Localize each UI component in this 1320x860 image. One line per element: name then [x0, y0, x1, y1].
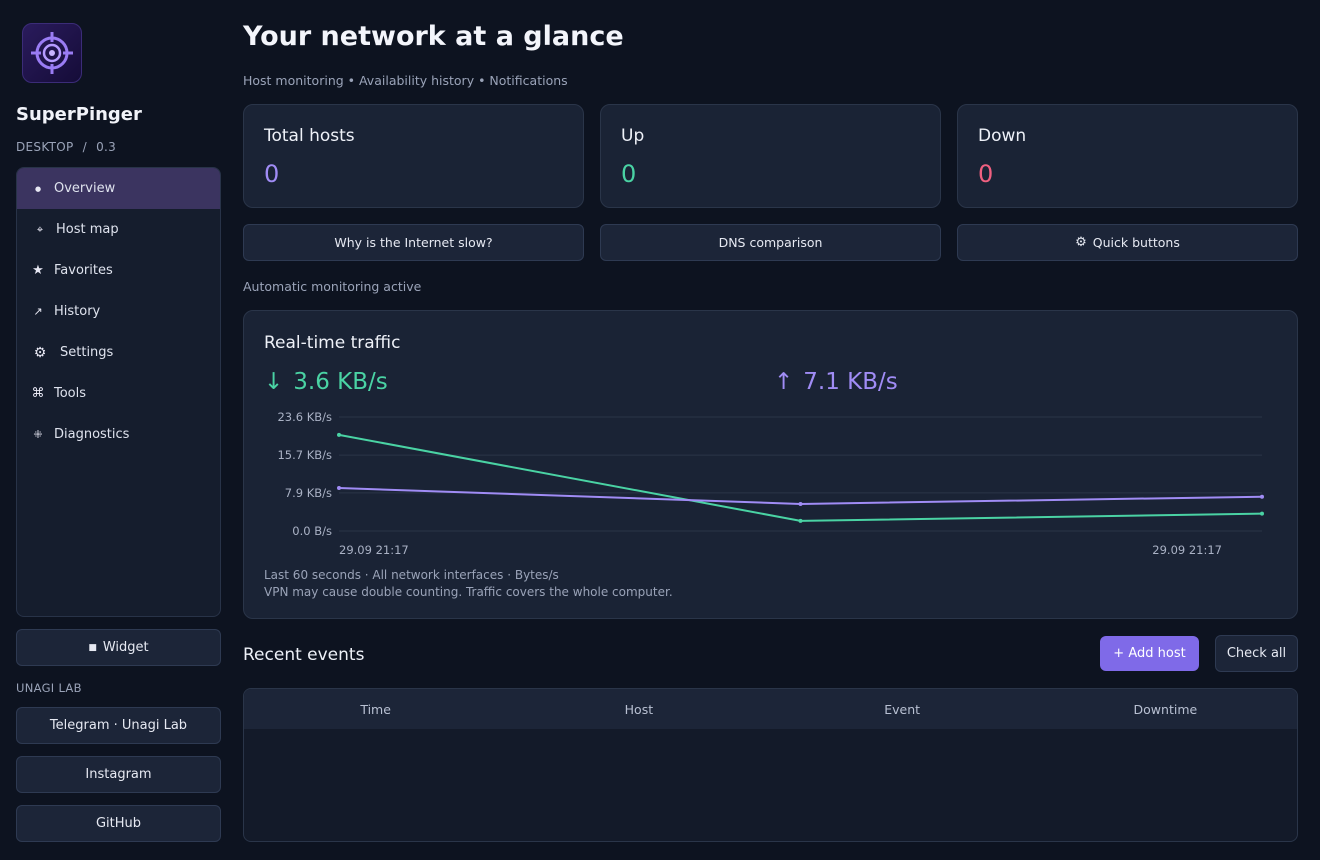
- stat-label: Down: [978, 126, 1027, 146]
- download-rate: ↓ 3.6 KB/s: [264, 369, 388, 395]
- app-logo: [22, 23, 82, 83]
- sidebar-item-label: Settings: [60, 345, 114, 360]
- download-rate-value: 3.6 KB/s: [293, 369, 388, 395]
- stat-value-total: 0: [264, 160, 280, 188]
- arrow-down-icon: ↓: [264, 369, 284, 395]
- x-tick-label-start: 29.09 21:17: [339, 543, 409, 557]
- sidebar-item-overview[interactable]: ● Overview: [17, 168, 220, 209]
- traffic-card: Real-time traffic ↓ 3.6 KB/s ↑ 7.1 KB/s 23…: [243, 310, 1298, 619]
- data-point: [1260, 494, 1264, 499]
- dns-comparison-button[interactable]: DNS comparison: [600, 224, 941, 261]
- stat-label: Up: [621, 126, 645, 146]
- app-name: SuperPinger: [16, 104, 142, 125]
- traffic-note-line2: VPN may cause double counting. Traffic c…: [264, 585, 673, 599]
- action-label: DNS comparison: [718, 235, 823, 250]
- target-icon: ⌖: [36, 222, 44, 236]
- data-point: [337, 486, 341, 491]
- y-tick-label: 23.6 KB/s: [277, 410, 332, 424]
- command-icon: ⌘: [31, 386, 45, 401]
- column-header-time[interactable]: Time: [360, 701, 391, 717]
- stat-value-up: 0: [621, 160, 637, 188]
- sidebar-item-label: History: [54, 304, 101, 319]
- quick-buttons-button[interactable]: ⚙ Quick buttons: [957, 224, 1298, 261]
- sidebar-item-settings[interactable]: ⚙ Settings: [17, 332, 220, 373]
- gear-icon: ⚙: [33, 344, 47, 361]
- column-header-host[interactable]: Host: [624, 701, 654, 717]
- github-link-button[interactable]: GitHub: [16, 805, 221, 842]
- data-point: [798, 501, 803, 506]
- check-all-button[interactable]: Check all: [1215, 635, 1298, 672]
- y-tick-label: 0.0 B/s: [292, 524, 332, 538]
- column-header-downtime[interactable]: Downtime: [1133, 701, 1198, 717]
- sidebar-item-label: Tools: [54, 386, 87, 401]
- y-tick-label: 15.7 KB/s: [277, 448, 332, 462]
- traffic-note-line1: Last 60 seconds · All network interfaces…: [264, 568, 559, 582]
- crosshair-icon: [31, 32, 73, 74]
- data-point: [1260, 511, 1264, 516]
- instagram-link-button[interactable]: Instagram: [16, 756, 221, 793]
- why-internet-slow-button[interactable]: Why is the Internet slow?: [243, 224, 584, 261]
- stat-card-down: Down 0: [957, 104, 1298, 208]
- action-label: Why is the Internet slow?: [334, 235, 493, 250]
- stat-card-up: Up 0: [600, 104, 941, 208]
- sidebar-item-favorites[interactable]: ★ Favorites: [17, 250, 220, 291]
- app-version: DESKTOP / 0.3: [16, 140, 116, 154]
- data-point: [798, 518, 803, 523]
- stat-value-down: 0: [978, 160, 994, 188]
- data-point: [337, 432, 341, 437]
- arrow-up-right-icon: ↗: [33, 305, 43, 318]
- events-table: Time Host Event Downtime: [243, 688, 1298, 842]
- sidebar-item-label: Host map: [56, 222, 119, 237]
- upload-rate-value: 7.1 KB/s: [803, 369, 898, 395]
- sidebar: SuperPinger DESKTOP / 0.3 ● Overview ⌖ Host…: [16, 0, 221, 860]
- x-tick-label-end: 29.09 21:17: [1152, 543, 1222, 557]
- dot-icon: ●: [34, 184, 42, 193]
- action-label: Quick buttons: [1092, 235, 1180, 250]
- widget-button[interactable]: ■ Widget: [16, 629, 221, 666]
- sidebar-item-label: Favorites: [54, 263, 113, 278]
- diagnostics-icon: ⁜: [33, 428, 43, 441]
- add-host-button[interactable]: + Add host: [1100, 636, 1199, 671]
- column-header-event[interactable]: Event: [884, 701, 921, 717]
- sidebar-item-history[interactable]: ↗ History: [17, 291, 220, 332]
- traffic-title: Real-time traffic: [264, 333, 401, 353]
- star-icon: ★: [32, 263, 44, 278]
- page-subtitle: Host monitoring • Availability history •…: [243, 73, 568, 88]
- events-table-header: Time Host Event Downtime: [244, 689, 1297, 729]
- gear-icon: ⚙: [1075, 235, 1087, 250]
- download-series-line: [338, 433, 1263, 522]
- app-platform: DESKTOP: [16, 140, 74, 154]
- y-tick-label: 7.9 KB/s: [285, 486, 332, 500]
- page-title: Your network at a glance: [243, 21, 624, 52]
- recent-events-title: Recent events: [243, 645, 365, 665]
- arrow-up-icon: ↑: [774, 369, 794, 395]
- section-label-unagi-lab: UNAGI LAB: [16, 681, 82, 695]
- stat-label: Total hosts: [264, 126, 355, 146]
- stat-card-total-hosts: Total hosts 0: [243, 104, 584, 208]
- sidebar-item-diagnostics[interactable]: ⁜ Diagnostics: [17, 414, 220, 455]
- widget-icon: ■: [88, 642, 97, 653]
- monitoring-status: Automatic monitoring active: [243, 279, 422, 294]
- telegram-link-button[interactable]: Telegram · Unagi Lab: [16, 707, 221, 744]
- sidebar-item-tools[interactable]: ⌘ Tools: [17, 373, 220, 414]
- sidebar-item-host-map[interactable]: ⌖ Host map: [17, 209, 220, 250]
- sidebar-nav: ● Overview ⌖ Host map ★ Favorites ↗ History ⚙ Set…: [16, 167, 221, 617]
- version-separator: /: [82, 140, 87, 154]
- upload-series-line: [338, 487, 1263, 505]
- app-version-number: 0.3: [96, 140, 117, 154]
- sidebar-item-label: Diagnostics: [54, 427, 130, 442]
- sidebar-item-label: Overview: [54, 181, 116, 196]
- upload-rate: ↑ 7.1 KB/s: [774, 369, 898, 395]
- widget-button-label: Widget: [102, 640, 149, 655]
- traffic-chart: 23.6 KB/s 15.7 KB/s 7.9 KB/s 0.0 B/s 29.09 2…: [277, 410, 1264, 557]
